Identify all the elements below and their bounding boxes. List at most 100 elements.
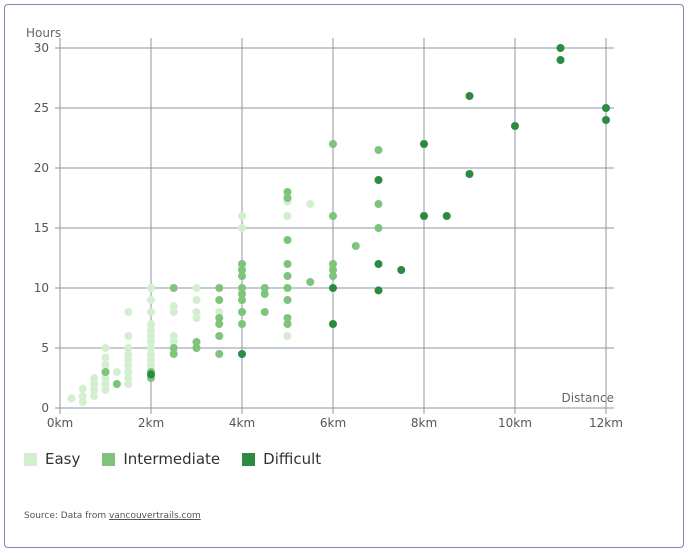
point-easy <box>101 360 110 369</box>
legend-label: Intermediate <box>123 450 221 468</box>
point-intermediate <box>260 290 269 298</box>
point-intermediate <box>238 320 246 328</box>
point-easy <box>147 338 155 346</box>
point-easy <box>124 380 133 388</box>
point-easy <box>90 392 99 400</box>
point-intermediate <box>238 284 246 292</box>
point-difficult <box>397 266 406 274</box>
legend-swatch <box>242 452 256 466</box>
point-intermediate <box>283 188 292 196</box>
scatter-chart: 0 5 10 15 20 25 30 0km 2km 4km 6km 8km 10km 12km Hour… <box>26 26 623 430</box>
point-easy <box>124 374 133 382</box>
point-easy <box>147 320 155 328</box>
point-intermediate <box>329 272 337 280</box>
y-tick-label: 10 <box>34 281 49 295</box>
point-intermediate <box>215 332 224 340</box>
point-easy <box>124 368 133 376</box>
point-intermediate <box>283 284 292 292</box>
point-difficult <box>556 44 565 52</box>
series-intermediate <box>101 140 383 388</box>
point-intermediate <box>260 284 269 292</box>
point-intermediate <box>283 194 292 202</box>
point-intermediate <box>215 284 224 292</box>
legend-label: Difficult <box>263 450 322 468</box>
point-easy <box>192 314 201 322</box>
point-intermediate <box>238 272 246 280</box>
point-intermediate <box>351 242 360 250</box>
point-easy <box>238 212 246 220</box>
x-axis-title: Distance <box>562 391 614 405</box>
point-intermediate <box>374 224 383 232</box>
point-difficult <box>374 286 383 295</box>
point-easy <box>147 332 155 340</box>
legend-item-intermediate[interactable]: Intermediate <box>102 450 220 468</box>
point-easy <box>147 296 155 304</box>
point-difficult <box>511 122 519 130</box>
legend-swatch <box>102 452 116 466</box>
y-tick-label: 0 <box>41 401 49 415</box>
point-easy <box>67 394 76 403</box>
point-intermediate <box>260 308 269 316</box>
point-intermediate <box>215 314 224 322</box>
point-easy <box>306 200 315 208</box>
point-intermediate <box>215 296 224 304</box>
point-intermediate <box>283 272 292 280</box>
point-easy <box>169 332 178 340</box>
y-axis-title: Hours <box>26 26 61 40</box>
point-intermediate <box>283 296 292 304</box>
point-easy <box>192 296 201 304</box>
point-easy <box>124 350 133 358</box>
point-easy <box>124 308 133 316</box>
point-difficult <box>602 116 610 124</box>
point-difficult <box>420 140 428 148</box>
point-easy <box>283 332 292 340</box>
point-easy <box>90 380 99 388</box>
point-intermediate <box>215 350 224 358</box>
legend-label: Easy <box>45 450 81 468</box>
source-link[interactable]: vancouvertrails.com <box>108 511 201 521</box>
series-difficult <box>147 44 610 379</box>
point-intermediate <box>283 314 292 322</box>
point-easy <box>78 398 87 406</box>
point-intermediate <box>101 368 110 376</box>
point-intermediate <box>329 266 337 274</box>
point-difficult <box>329 320 337 328</box>
point-easy <box>169 302 178 310</box>
point-easy <box>101 386 110 394</box>
legend-item-difficult[interactable]: Difficult <box>242 450 321 468</box>
x-tick-label: 10km <box>498 416 532 430</box>
point-easy <box>124 362 133 370</box>
point-intermediate <box>329 260 337 268</box>
point-intermediate <box>169 350 178 358</box>
point-easy <box>112 368 121 376</box>
point-difficult <box>374 176 383 184</box>
point-easy <box>90 386 99 394</box>
point-difficult <box>374 260 383 268</box>
point-easy <box>169 338 178 346</box>
point-easy <box>101 344 110 352</box>
point-intermediate <box>169 284 178 292</box>
grid-lines <box>60 38 614 409</box>
point-intermediate <box>238 266 246 274</box>
tick-labels: 0 5 10 15 20 25 30 0km 2km 4km 6km 8km 10km 12km <box>34 41 623 430</box>
point-difficult <box>465 92 474 100</box>
point-difficult <box>556 56 565 64</box>
legend-swatch <box>24 452 37 466</box>
point-intermediate <box>238 296 246 304</box>
point-easy <box>192 308 201 316</box>
point-intermediate <box>374 200 383 208</box>
point-intermediate <box>192 338 201 346</box>
point-easy <box>147 362 155 370</box>
point-intermediate <box>112 380 121 388</box>
point-difficult <box>147 370 155 379</box>
point-easy <box>147 284 155 292</box>
point-easy <box>124 344 133 352</box>
point-easy <box>147 326 155 334</box>
legend: Easy Intermediate Difficult <box>24 450 343 468</box>
y-tick-label: 25 <box>34 101 49 115</box>
legend-item-easy[interactable]: Easy <box>24 450 80 468</box>
point-intermediate <box>283 260 292 268</box>
y-tick-label: 30 <box>34 41 49 55</box>
point-easy <box>78 392 87 400</box>
point-intermediate <box>374 146 383 154</box>
